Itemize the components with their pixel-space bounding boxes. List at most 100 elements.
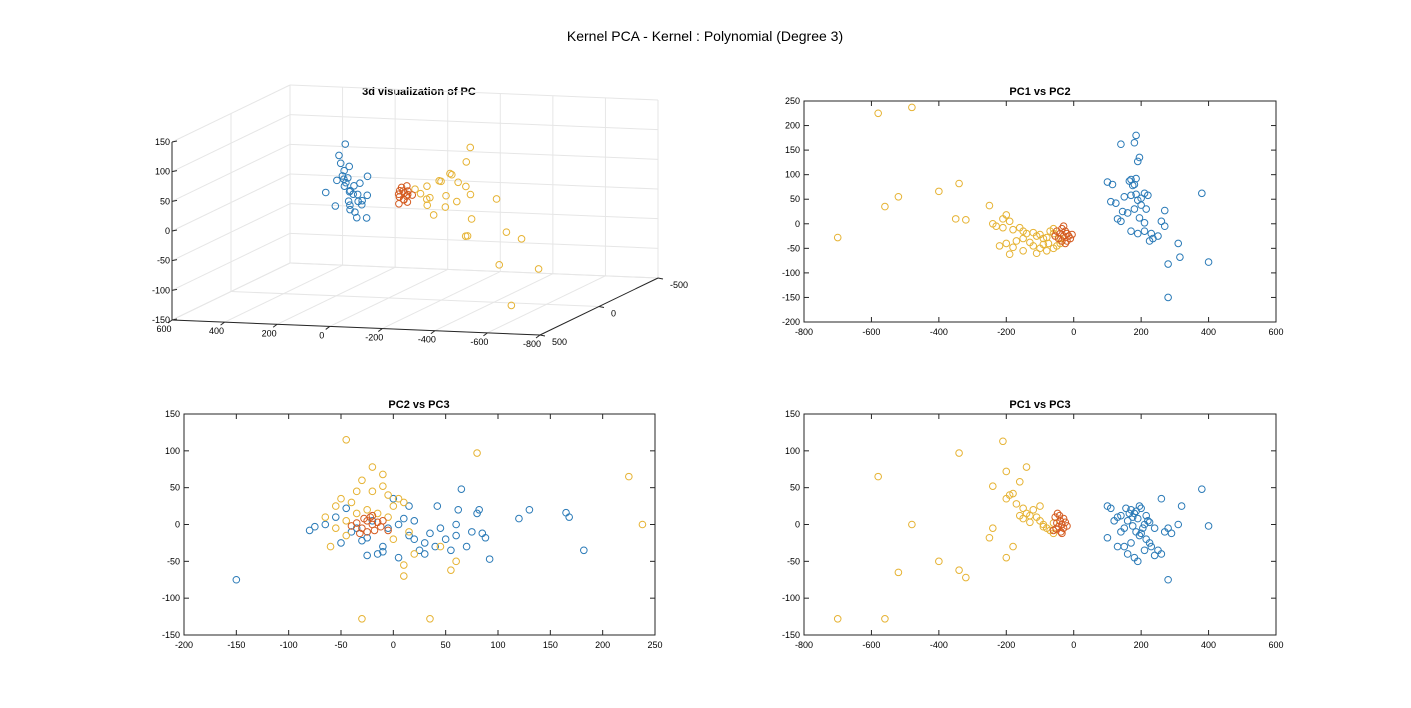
data-point-series-1 (452, 531, 460, 540)
data-point-series-3 (358, 524, 366, 532)
data-point-series-2 (1032, 249, 1041, 258)
data-point-series-2 (1019, 234, 1027, 243)
x-tick-label: 600 (156, 324, 171, 334)
data-point-series-1 (344, 197, 353, 206)
data-point-series-1 (1140, 546, 1149, 555)
data-point-series-2 (625, 472, 633, 481)
data-point-series-1 (1108, 180, 1117, 189)
data-point-series-2 (1039, 240, 1048, 249)
data-point-series-2 (342, 435, 351, 444)
data-point-series-1 (344, 174, 352, 182)
data-point-series-3 (363, 528, 371, 536)
subplot-pc2-pc3-title: PC2 vs PC3 (388, 399, 449, 411)
data-point-series-3 (395, 186, 404, 195)
data-point-series-1 (1204, 258, 1213, 266)
data-point-series-2 (337, 494, 345, 503)
data-point-series-2 (881, 614, 889, 623)
data-point-series-1 (1123, 209, 1132, 217)
data-point-series-2 (1026, 518, 1034, 527)
subplot-pc2-pc3-ticks: -200 -150 -100 -50 0 50 100 150 200 250-150-100-5… (162, 409, 663, 650)
data-point-series-3 (1059, 514, 1068, 523)
x-tick-mark (220, 321, 225, 326)
x-tick-mark (325, 326, 331, 330)
data-point-series-2 (384, 491, 392, 499)
data-point-series-2 (1009, 542, 1017, 551)
y-tick-label: 150 (785, 409, 800, 419)
x-tick-mark (377, 328, 383, 332)
z-tick-label: 50 (160, 196, 170, 206)
data-point-series-1 (457, 485, 466, 493)
data-point-series-1 (485, 555, 494, 563)
data-point-series-2 (410, 550, 419, 558)
data-point-series-2 (416, 189, 425, 198)
data-point-series-1 (1198, 485, 1206, 493)
data-point-series-1 (481, 533, 490, 542)
data-point-series-3 (403, 182, 411, 190)
data-point-series-2 (379, 482, 387, 490)
data-point-series-1 (341, 140, 350, 148)
data-point-series-1 (1150, 524, 1159, 532)
x-tick-mark (430, 330, 436, 335)
data-point-series-2 (442, 191, 450, 200)
data-point-series-2 (1002, 494, 1011, 503)
data-point-series-1 (1127, 539, 1135, 547)
data-point-series-3 (1051, 513, 1059, 521)
data-point-series-1 (1113, 542, 1122, 551)
data-point-series-1 (1130, 180, 1139, 189)
grid-line (289, 262, 659, 279)
data-point-series-2 (462, 158, 471, 166)
data-point-series-1 (1135, 502, 1144, 510)
y-tick-label: 50 (790, 483, 800, 493)
data-point-series-2 (446, 169, 454, 178)
data-point-series-1 (1142, 205, 1150, 213)
data-point-series-2 (1036, 502, 1044, 510)
data-point-series-1 (368, 517, 377, 525)
data-point-series-1 (415, 546, 424, 555)
data-point-series-1 (336, 159, 345, 168)
data-point-series-2 (1019, 504, 1027, 513)
data-point-series-3 (356, 529, 364, 538)
data-point-series-1 (353, 190, 362, 199)
data-point-series-2 (999, 437, 1007, 446)
x-tick-label: 150 (543, 640, 558, 650)
data-point-series-2 (347, 498, 356, 507)
data-point-series-2 (1002, 467, 1011, 476)
data-point-series-1 (358, 196, 366, 205)
subplot-3d-ticks: 600 400 200 0 -200 -400 -600 -800-5000500-150-1… (152, 137, 688, 349)
data-point-series-2 (962, 216, 970, 224)
y-tick-label: -150 (162, 630, 180, 640)
data-point-series-2 (1022, 463, 1031, 471)
data-point-series-1 (420, 539, 429, 547)
data-point-series-1 (1103, 533, 1112, 542)
z-tick-mark (171, 318, 178, 321)
data-point-series-2 (502, 228, 511, 236)
data-point-series-1 (340, 166, 348, 175)
data-point-series-3 (403, 198, 412, 206)
data-point-series-2 (368, 487, 377, 496)
data-point-series-1 (356, 179, 364, 188)
subplot-pc1-pc3-title: PC1 vs PC3 (1009, 399, 1070, 411)
data-point-series-3 (1053, 509, 1062, 518)
data-point-series-1 (525, 505, 534, 514)
data-point-series-3 (1059, 222, 1068, 231)
data-point-series-1 (389, 494, 398, 503)
data-point-series-2 (989, 524, 997, 532)
x-tick-label: 400 (209, 326, 224, 336)
data-point-series-2 (985, 533, 994, 542)
data-point-series-2 (1009, 225, 1017, 234)
data-point-series-1 (333, 176, 341, 185)
data-point-series-1 (384, 524, 392, 532)
x-tick-label: 100 (490, 640, 505, 650)
data-point-series-2 (1019, 246, 1027, 255)
data-point-series-2 (985, 201, 994, 210)
data-point-series-2 (436, 542, 445, 551)
data-point-series-2 (908, 520, 916, 529)
data-point-series-3 (403, 190, 412, 199)
data-point-series-1 (580, 546, 588, 555)
data-point-series-1 (1174, 520, 1183, 529)
x-tick-label: 200 (1134, 327, 1149, 337)
data-point-series-2 (466, 190, 475, 199)
x-tick-label: -600 (470, 337, 488, 347)
